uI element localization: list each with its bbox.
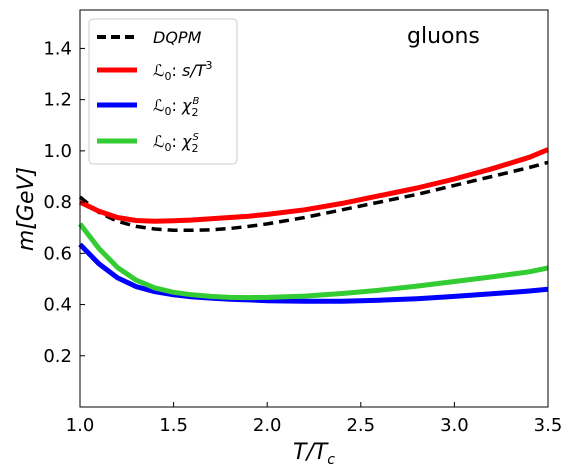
series-line-dqpm: [78, 160, 549, 233]
legend-box: [88, 18, 238, 165]
x-axis-title: T/Tc: [293, 440, 335, 468]
legend-label-dqpm: DQPM: [153, 28, 202, 47]
y-tick-label: 0.2: [43, 346, 72, 367]
y-tick-label: 1.0: [43, 141, 72, 162]
series-layer: [78, 147, 549, 304]
legend-label-chi2s: ℒ0: χ2S: [153, 132, 199, 155]
x-tick-label: 2.5: [346, 415, 375, 436]
x-tick-label: 1.0: [66, 415, 95, 436]
legend-label-chi2b: ℒ0: χ2B: [153, 96, 199, 119]
series-line-chi2s: [78, 222, 549, 301]
plot-annotation: gluons: [407, 24, 480, 49]
y-tick-label: 1.4: [43, 38, 72, 59]
y-axis-title: m[GeV]: [14, 167, 39, 251]
series-line-entropy: [78, 147, 549, 224]
series-line-chi2b: [78, 242, 549, 304]
legend-label-entropy: ℒ0: s/T3: [153, 59, 213, 83]
x-tick-label: 3.5: [534, 415, 563, 436]
y-tick-label: 0.8: [43, 192, 72, 213]
y-tick-label: 1.2: [43, 90, 72, 111]
y-tick-label: 0.6: [43, 243, 72, 264]
plot-frame: [79, 9, 549, 408]
x-tick-label: 2.0: [253, 415, 282, 436]
x-tick-label: 3.0: [440, 415, 469, 436]
y-tick-label: 0.4: [43, 295, 72, 316]
x-axis-title-subscript: c: [327, 452, 335, 468]
ticks-layer: 1.0 1.5 2.0 2.5 3.0 3.5 0.2 0.4 0.6 0.8 1.0 1.2 1.4: [43, 38, 562, 436]
legend: DQPM ℒ0: s/T3 ℒ0: χ2B ℒ0: χ2S: [88, 18, 238, 165]
x-tick-label: 1.5: [159, 415, 188, 436]
